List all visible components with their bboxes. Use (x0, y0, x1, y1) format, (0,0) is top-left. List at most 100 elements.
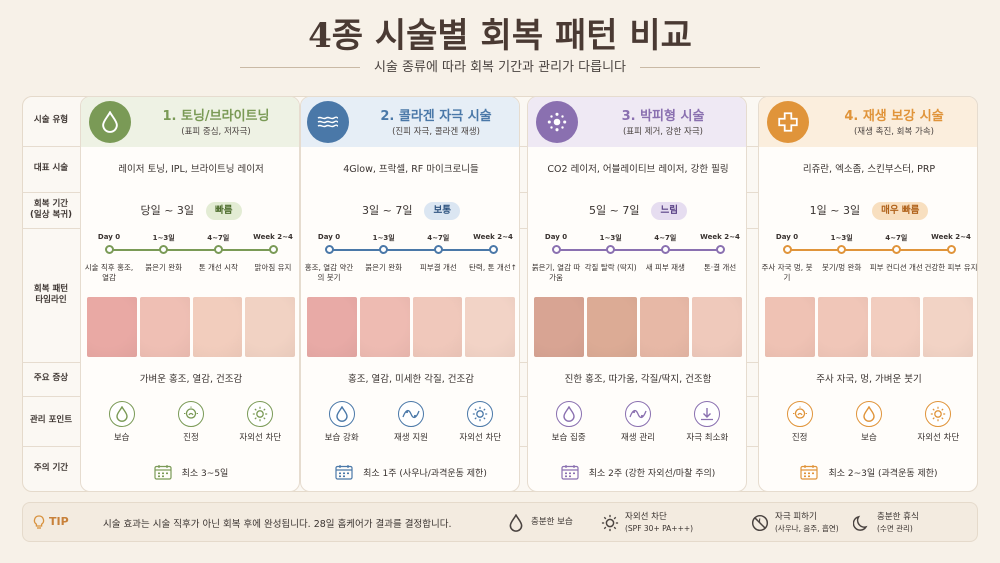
care-label: 재생 관리 (620, 433, 655, 443)
skin-photo (465, 297, 515, 357)
legend-line2: (SPF 30+ PA+++) (625, 523, 694, 533)
row-label-symptoms: 주요 증상 (33, 373, 69, 384)
timeline-day: 4~7일 (885, 234, 908, 242)
timeline-day: 1~3일 (599, 234, 622, 242)
care-label: 진정 (183, 433, 199, 443)
recovery-text: 3일 ~ 7일 (362, 204, 413, 218)
timeline-dot (715, 245, 725, 254)
skin-photo (359, 297, 410, 357)
droplet-icon (89, 101, 131, 143)
wave-icon (307, 101, 349, 143)
timeline-day: Day 0 (317, 233, 341, 241)
timeline-desc: 붓기/멍 완화 (821, 263, 862, 272)
calendar-icon (800, 465, 819, 480)
recovery-period: 1일 ~ 3일 매우 빠름 (759, 193, 977, 229)
skin-photo (692, 297, 742, 357)
recovery-timeline: Day 0 주사 자국 멍, 붓기 1~3일 붓기/멍 완화 4~7일 피부 컨디션 개선… (759, 233, 977, 301)
timeline-desc: 톤 개선 시작 (198, 263, 238, 272)
row-label-caution: 주의 기간 (33, 463, 69, 474)
legend-line1: 자외선 차단 (625, 512, 667, 523)
care-point: 자극 최소화 (674, 401, 740, 443)
care-points: 진정 보습 자외선 차단 (759, 397, 977, 449)
skin-photo (586, 297, 637, 357)
timeline-desc: 붉은기 완화 (365, 263, 403, 272)
care-label: 자외선 차단 (917, 433, 960, 443)
legend-line2: (사우나, 음주, 흡연) (775, 523, 839, 533)
calendar-icon (154, 465, 172, 480)
droplet-icon (855, 401, 882, 427)
column-header: 3. 박피형 시술 (표피 제거, 강한 자극) (528, 97, 746, 147)
care-label: 재생 지원 (393, 433, 428, 443)
row-label-timeline: 회복 패턴 타임라인 (22, 228, 80, 362)
caution-period: 최소 2~3일 (과격운동 제한) (759, 453, 977, 491)
plus-icon (767, 101, 809, 143)
legend-text: 충분한 휴식 (수면 관리) (877, 512, 919, 534)
sun-icon (601, 514, 619, 532)
calendar-icon (335, 465, 353, 480)
timeline-dot (946, 245, 956, 254)
recovery-text: 5일 ~ 7일 (589, 204, 640, 218)
timeline-desc: 시술 직후 홍조, 열감 (84, 263, 134, 283)
timeline-dot (488, 245, 498, 254)
care-label: 진정 (791, 433, 808, 443)
column-header: 1. 토닝/브라이트닝 (표피 중심, 저자극) (81, 97, 299, 147)
recovery-timeline: Day 0 홍조, 열감 약간의 붓기 1~3일 붉은기 완화 4~7일 피부결 개선 We… (301, 233, 519, 301)
tip-bar: TIP 시술 효과는 시술 직후가 아닌 회복 후에 완성됩니다. 28일 홈케… (22, 502, 978, 542)
representative-procedures: 레이저 토닝, IPL, 브라이트닝 레이저 (118, 164, 264, 176)
care-point: 보습 (89, 401, 155, 443)
timeline-dot (324, 245, 334, 254)
sun-icon (467, 401, 494, 427)
recovery-period: 5일 ~ 7일 느림 (528, 193, 746, 229)
row-label-recovery-line1: 회복 기간 (33, 198, 69, 209)
care-point: 보습 집중 (536, 401, 602, 443)
skin-photo (870, 297, 921, 357)
column-subtitle: (재생 촉진, 회복 가속) (853, 127, 934, 137)
representative-procedures: 리쥬란, 엑소좀, 스킨부스터, PRP (802, 164, 936, 176)
timeline-day: 4~7일 (427, 234, 450, 242)
dots-icon (536, 101, 578, 143)
timeline-dot (782, 245, 792, 254)
care-point: 진정 (158, 401, 224, 443)
recovery-period: 3일 ~ 7일 보통 (301, 193, 519, 229)
main-symptoms: 주사 자국, 멍, 가벼운 붓기 (816, 374, 922, 386)
legend-line1: 자극 피하기 (775, 512, 817, 523)
timeline-line (329, 249, 493, 251)
timeline-dot (551, 245, 561, 254)
legend-text: 자외선 차단 (SPF 30+ PA+++) (625, 512, 693, 534)
legend-line2: (수면 관리) (877, 523, 913, 533)
procedure-column: 2. 콜라겐 자극 시술 (진피 자극, 콜라겐 재생) 4Glow, 프락셀,… (300, 96, 520, 492)
column-title: 1. 토닝/브라이트닝 (162, 109, 270, 124)
legend-text: 충분한 보습 (531, 517, 573, 528)
sun-icon (925, 401, 952, 427)
skin-photo (192, 297, 243, 357)
skin-photo (139, 297, 190, 357)
timeline-dot (891, 245, 901, 254)
speed-badge: 빠름 (206, 202, 242, 220)
main-symptoms: 홍조, 열감, 미세한 각질, 건조감 (347, 374, 475, 386)
recovery-text: 1일 ~ 3일 (809, 204, 861, 218)
skin-photos (765, 297, 973, 357)
calendar-icon (561, 465, 579, 480)
timeline-dot (606, 245, 616, 254)
bulb-icon (33, 515, 45, 529)
timeline-day: 1~3일 (372, 234, 395, 242)
soothe-icon (786, 401, 813, 427)
legend-text: 자극 피하기 (사우나, 음주, 흡연) (775, 512, 839, 534)
skin-photos (87, 297, 295, 357)
caution-period: 최소 1주 (사우나/과격운동 제한) (301, 453, 519, 491)
care-point: 자외선 차단 (905, 401, 971, 443)
tip-label: TIP (49, 515, 69, 528)
procedure-column: 4. 재생 보강 시술 (재생 촉진, 회복 가속) 리쥬란, 엑소좀, 스킨부… (758, 96, 978, 492)
timeline-desc: 새 피부 재생 (645, 263, 685, 272)
caution-text: 최소 2주 (강한 자외선/마찰 주의) (588, 468, 716, 479)
caution-text: 최소 1주 (사우나/과격운동 제한) (363, 468, 487, 479)
column-header: 4. 재생 보강 시술 (재생 촉진, 회복 가속) (759, 97, 977, 147)
skin-photo (923, 297, 973, 357)
skin-photo (307, 297, 357, 357)
timeline-desc: 각질 탈락 (딱지) (584, 263, 637, 272)
column-subtitle: (표피 중심, 저자극) (181, 127, 251, 137)
care-label: 자외선 차단 (239, 433, 282, 443)
timeline-day: Week 2~4 (931, 233, 971, 241)
skin-photos (534, 297, 742, 357)
timeline-desc: 붉은기 완화 (145, 263, 183, 272)
